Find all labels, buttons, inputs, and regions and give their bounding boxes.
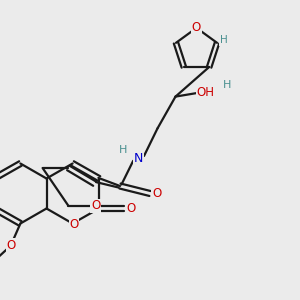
Text: O: O: [7, 238, 16, 252]
Text: H: H: [119, 145, 127, 155]
Text: H: H: [223, 80, 231, 90]
Text: OH: OH: [196, 86, 214, 100]
Text: H: H: [220, 35, 227, 45]
Text: O: O: [152, 187, 161, 200]
Text: O: O: [127, 202, 136, 215]
Text: O: O: [91, 199, 100, 212]
Text: O: O: [69, 218, 78, 231]
Text: N: N: [134, 152, 143, 165]
Text: O: O: [192, 21, 201, 34]
